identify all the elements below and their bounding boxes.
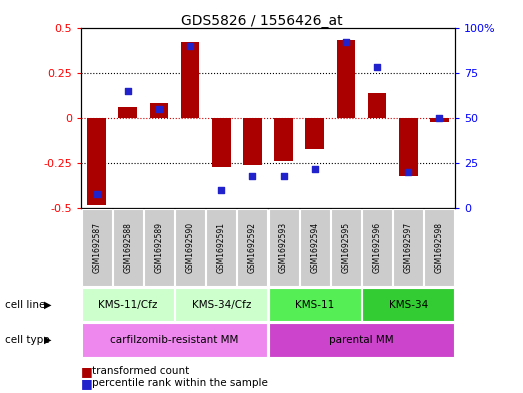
Bar — [425, 209, 454, 286]
Point — [373, 64, 381, 70]
Bar — [82, 288, 174, 321]
Bar — [362, 209, 392, 286]
Text: KMS-34: KMS-34 — [389, 299, 428, 310]
Text: carfilzomib-resistant MM: carfilzomib-resistant MM — [110, 335, 238, 345]
Bar — [274, 118, 293, 161]
Bar — [368, 93, 386, 118]
Text: transformed count: transformed count — [92, 366, 189, 376]
Point — [342, 39, 350, 45]
Bar — [399, 118, 417, 176]
Text: GSM1692595: GSM1692595 — [342, 222, 350, 273]
Text: GDS5826 / 1556426_at: GDS5826 / 1556426_at — [180, 14, 343, 28]
Point — [279, 173, 288, 179]
Bar — [305, 118, 324, 149]
Bar — [87, 118, 106, 205]
Bar — [212, 118, 231, 167]
Bar — [393, 209, 423, 286]
Text: ▶: ▶ — [44, 299, 52, 310]
Bar — [118, 107, 137, 118]
Text: percentile rank within the sample: percentile rank within the sample — [92, 378, 267, 388]
Point — [404, 169, 413, 175]
Point — [217, 187, 225, 193]
Point — [311, 165, 319, 172]
Point — [155, 106, 163, 112]
Bar — [181, 42, 199, 118]
Text: ■: ■ — [81, 365, 93, 378]
Text: GSM1692593: GSM1692593 — [279, 222, 288, 273]
Bar — [237, 209, 267, 286]
Text: GSM1692596: GSM1692596 — [372, 222, 382, 273]
Bar — [82, 323, 267, 356]
Point — [435, 115, 444, 121]
Text: GSM1692598: GSM1692598 — [435, 222, 444, 273]
Text: GSM1692591: GSM1692591 — [217, 222, 226, 273]
Bar — [113, 209, 143, 286]
Bar — [331, 209, 361, 286]
Text: GSM1692589: GSM1692589 — [154, 222, 164, 273]
Point — [186, 42, 195, 49]
Bar — [337, 40, 355, 118]
Bar — [144, 209, 174, 286]
Text: KMS-34/Cfz: KMS-34/Cfz — [191, 299, 251, 310]
Text: ■: ■ — [81, 376, 93, 390]
Text: GSM1692594: GSM1692594 — [310, 222, 319, 273]
Text: KMS-11/Cfz: KMS-11/Cfz — [98, 299, 157, 310]
Point — [248, 173, 257, 179]
Bar — [362, 288, 454, 321]
Bar — [175, 288, 267, 321]
Bar — [300, 209, 329, 286]
Bar — [82, 209, 111, 286]
Text: GSM1692588: GSM1692588 — [123, 222, 132, 273]
Text: GSM1692590: GSM1692590 — [186, 222, 195, 273]
Text: KMS-11: KMS-11 — [295, 299, 334, 310]
Point — [93, 191, 101, 197]
Text: parental MM: parental MM — [329, 335, 394, 345]
Bar — [207, 209, 236, 286]
Text: GSM1692587: GSM1692587 — [92, 222, 101, 273]
Text: GSM1692592: GSM1692592 — [248, 222, 257, 273]
Text: cell line: cell line — [5, 299, 46, 310]
Bar — [269, 288, 361, 321]
Bar — [243, 118, 262, 165]
Bar — [269, 209, 299, 286]
Text: cell type: cell type — [5, 335, 50, 345]
Bar — [269, 323, 454, 356]
Bar — [150, 103, 168, 118]
Text: ▶: ▶ — [44, 335, 52, 345]
Bar — [175, 209, 205, 286]
Bar — [430, 118, 449, 121]
Text: GSM1692597: GSM1692597 — [404, 222, 413, 273]
Point — [123, 88, 132, 94]
